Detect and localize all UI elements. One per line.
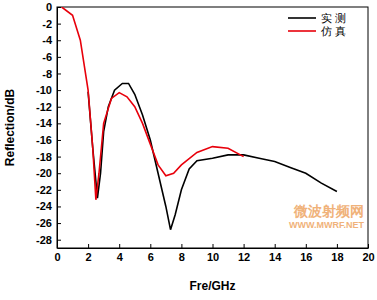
tick-mark [150, 244, 151, 248]
tick-mark [57, 107, 61, 108]
tick: 18 [331, 244, 343, 263]
tick-label: -14 [36, 117, 53, 129]
tick-label: -2 [42, 18, 52, 30]
tick-mark [181, 244, 182, 248]
tick: -28 [36, 234, 61, 246]
tick: 2 [86, 244, 92, 263]
tick-mark [57, 57, 61, 58]
axis-line [58, 248, 369, 249]
tick-label: 10 [207, 251, 219, 263]
tick-label: 4 [117, 251, 124, 263]
tick-label: -28 [36, 234, 52, 246]
tick-label: 2 [86, 251, 92, 263]
tick-label: -8 [42, 68, 52, 80]
tick-mark [244, 244, 245, 248]
tick-mark [88, 244, 89, 248]
tick: 12 [238, 244, 250, 263]
tick: 6 [148, 244, 154, 263]
plot: 0 2 4 6 8 10 12 14 16 18 20 0 -2 -4 -6 -8 -10 -12 -14 -16 -1… [36, 1, 375, 263]
tick-label: -12 [36, 101, 52, 113]
tick: -22 [36, 184, 61, 196]
tick: -16 [36, 134, 61, 146]
tick: -14 [36, 117, 61, 129]
tick: -12 [36, 101, 61, 113]
tick-mark [57, 240, 61, 241]
tick-label: 16 [300, 251, 312, 263]
legend-label: 仿 真 [320, 25, 347, 38]
tick-label: 20 [362, 251, 374, 263]
tick-label: 6 [148, 251, 154, 263]
tick-label: -16 [36, 134, 52, 146]
legend-label: 实 测 [321, 12, 347, 25]
tick: -20 [36, 167, 61, 179]
tick: -24 [36, 200, 61, 212]
tick-label: 0 [46, 1, 52, 13]
tick: 8 [179, 244, 185, 263]
tick-mark [337, 244, 338, 248]
chart: 0 2 4 6 8 10 12 14 16 18 20 0 -2 -4 -6 -8 -10 -12 -14 -16 -1… [0, 0, 377, 300]
tick: 14 [269, 244, 282, 263]
legend-item: 实 测 [288, 12, 347, 25]
tick-mark [57, 173, 61, 174]
tick-mark [57, 24, 61, 25]
tick-mark [57, 90, 61, 91]
tick-mark [368, 244, 369, 248]
x-axis: 0 2 4 6 8 10 12 14 16 18 20 [54, 244, 374, 263]
tick: -4 [42, 34, 61, 46]
tick: 4 [117, 244, 124, 263]
tick-mark [306, 244, 307, 248]
tick: -18 [36, 151, 61, 163]
axis-line [57, 8, 58, 249]
tick-mark [57, 157, 61, 158]
tick-label: -22 [36, 184, 52, 196]
tick-label: -24 [36, 200, 53, 212]
x-axis-title: Fre/GHz [189, 279, 235, 293]
tick: -6 [42, 51, 61, 63]
legend-swatch [288, 30, 316, 32]
lines [62, 7, 337, 230]
legend-swatch [288, 17, 316, 19]
tick-label: 18 [331, 251, 343, 263]
tick: 20 [362, 244, 374, 263]
watermark: 微波射频网 [293, 203, 364, 219]
tick-label: 0 [54, 251, 60, 263]
y-axis-title: Reflection/dB [3, 89, 17, 167]
tick-label: -6 [42, 51, 52, 63]
tick-mark [213, 244, 214, 248]
watermark: WWW.MWRF.NET [289, 220, 364, 230]
tick-label: 14 [269, 251, 282, 263]
tick-mark [275, 244, 276, 248]
tick: -8 [42, 68, 61, 80]
tick-label: -10 [36, 84, 52, 96]
tick-mark [57, 140, 61, 141]
tick: -26 [36, 217, 61, 229]
tick-label: -26 [36, 217, 52, 229]
tick: -10 [36, 84, 61, 96]
tick-mark [57, 223, 61, 224]
series-line [62, 7, 244, 200]
tick: -2 [42, 18, 61, 30]
tick-mark [57, 190, 61, 191]
tick-mark [57, 123, 61, 124]
tick-mark [57, 7, 61, 8]
tick: 16 [300, 244, 312, 263]
tick-label: 12 [238, 251, 250, 263]
tick-label: -18 [36, 151, 52, 163]
tick-label: -20 [36, 167, 52, 179]
y-axis: 0 -2 -4 -6 -8 -10 -12 -14 -16 -18 -20 -22 -24 -26 -28 [36, 1, 61, 248]
tick: 10 [207, 244, 219, 263]
tick-label: -4 [42, 34, 53, 46]
tick-mark [57, 40, 61, 41]
plot-frame [57, 7, 368, 248]
legend-item: 仿 真 [288, 25, 347, 38]
tick-mark [57, 206, 61, 207]
tick: 0 [46, 1, 61, 13]
legend: 实 测仿 真 [288, 12, 347, 38]
tick-mark [119, 244, 120, 248]
tick-mark [57, 73, 61, 74]
tick-label: 8 [179, 251, 185, 263]
